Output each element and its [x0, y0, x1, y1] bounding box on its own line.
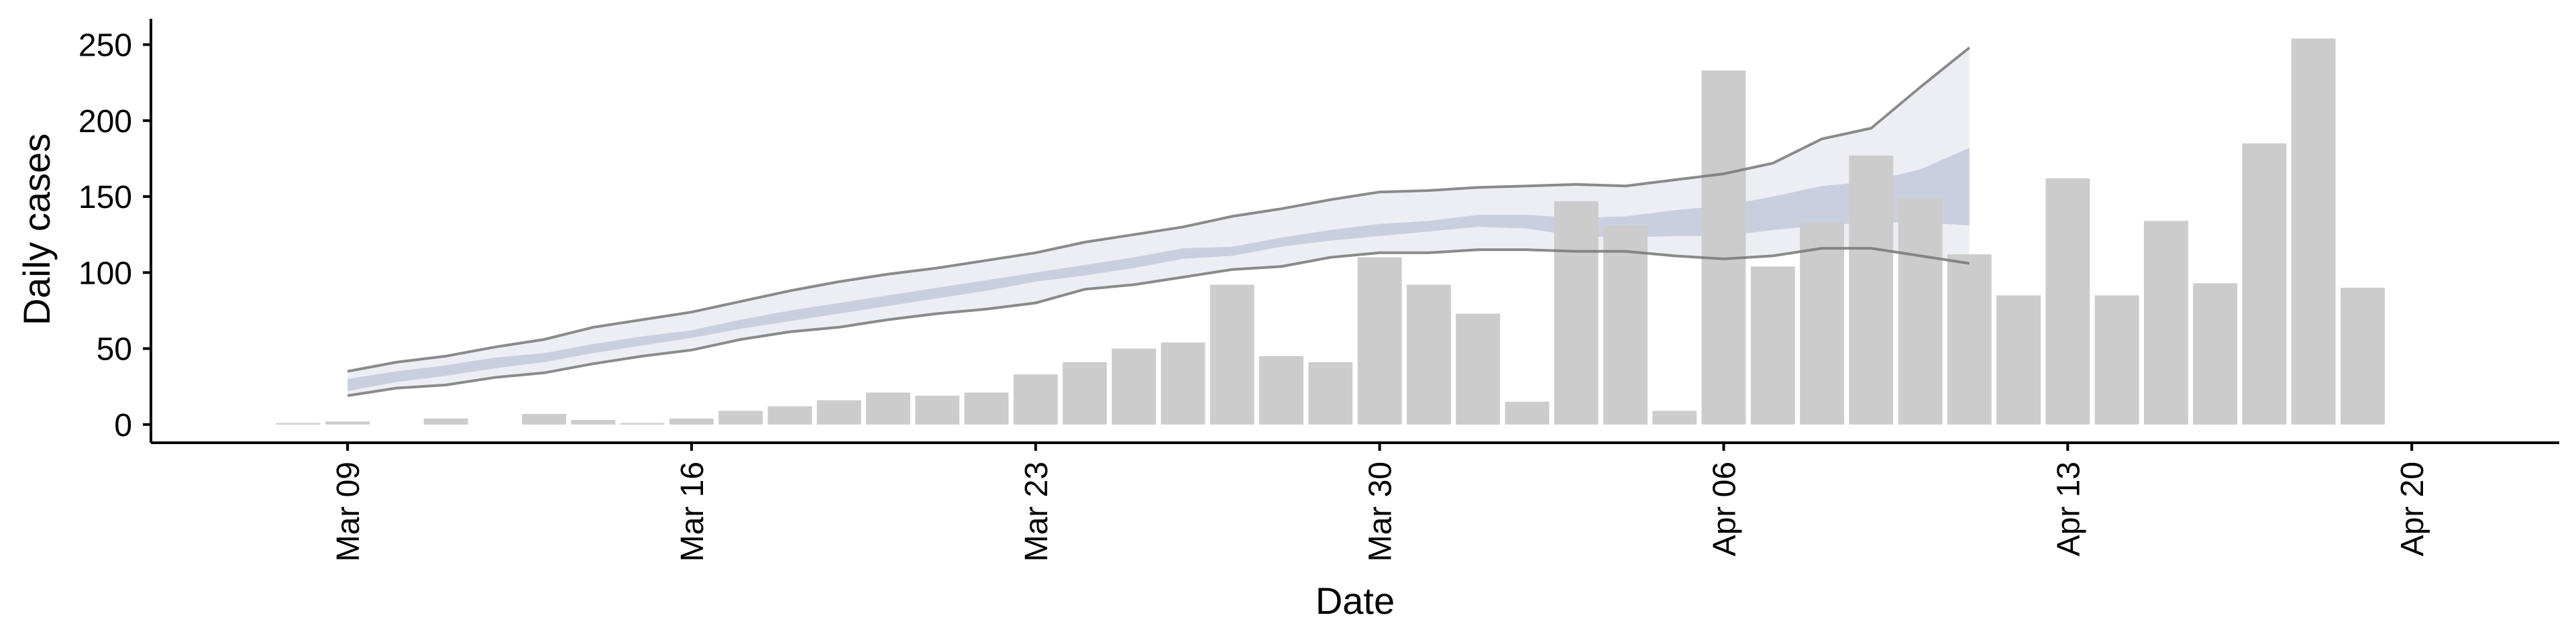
bar-2020-04-19: [2341, 287, 2385, 425]
bar-2020-04-08: [1800, 222, 1844, 425]
bar-2020-04-17: [2242, 143, 2287, 425]
bar-2020-04-04: [1603, 225, 1648, 425]
bar-2020-03-29: [1308, 362, 1353, 425]
y-tick-label-50: 50: [97, 332, 132, 368]
y-tick-label-100: 100: [78, 256, 132, 291]
bar-2020-03-08: [276, 423, 321, 425]
x-tick-label-2020-03-23: Mar 23: [1019, 462, 1055, 561]
x-axis-title: Date: [1316, 580, 1395, 622]
outer-band-area: [347, 48, 1970, 396]
bar-2020-04-15: [2143, 221, 2188, 425]
bar-2020-03-19: [816, 400, 861, 425]
bar-2020-03-18: [767, 406, 812, 425]
bar-2020-04-11: [1947, 254, 1992, 425]
x-tick-label-2020-04-20: Apr 20: [2395, 462, 2430, 556]
x-tick-label-2020-04-06: Apr 06: [1707, 462, 1743, 556]
daily-case-bars: [276, 38, 2385, 425]
bar-2020-03-24: [1063, 362, 1107, 425]
bar-2020-03-27: [1210, 284, 1254, 425]
bar-2020-04-02: [1505, 401, 1550, 425]
x-tick-label-2020-04-13: Apr 13: [2051, 462, 2086, 556]
bar-2020-03-31: [1406, 284, 1451, 425]
bar-2020-03-20: [866, 392, 910, 425]
y-tick-label-250: 250: [78, 28, 132, 64]
bar-2020-03-09: [325, 421, 370, 425]
bar-2020-04-13: [2045, 178, 2090, 425]
forecast-band-outlines: [347, 46, 1971, 397]
bar-2020-04-12: [1996, 295, 2041, 425]
bar-2020-04-01: [1456, 313, 1501, 425]
outer-band-upper-line: [347, 46, 1971, 373]
bar-2020-03-17: [718, 411, 763, 425]
bar-2020-03-28: [1259, 356, 1303, 425]
bar-2020-04-06: [1701, 70, 1746, 425]
bar-2020-03-15: [620, 423, 665, 425]
forecast-bands: [347, 48, 1970, 396]
bar-2020-03-16: [669, 418, 714, 425]
bar-2020-04-18: [2291, 38, 2336, 425]
bar-2020-03-30: [1357, 257, 1402, 425]
bar-2020-03-21: [915, 395, 960, 425]
bar-2020-03-13: [522, 414, 567, 425]
y-axis-title: Daily cases: [15, 133, 58, 325]
bar-2020-03-11: [423, 418, 468, 425]
bar-2020-03-25: [1112, 348, 1157, 425]
outer-band-lower-line: [347, 247, 1970, 397]
bar-2020-04-07: [1750, 266, 1795, 425]
bar-2020-04-05: [1652, 411, 1697, 425]
axes: [150, 19, 2559, 444]
bar-2020-03-26: [1161, 342, 1205, 425]
bar-2020-03-23: [1013, 374, 1058, 425]
bar-2020-04-09: [1849, 155, 1894, 425]
y-tick-label-150: 150: [78, 180, 132, 215]
y-tick-label-0: 0: [114, 408, 132, 443]
bar-2020-04-10: [1898, 198, 1943, 425]
x-tick-label-2020-03-30: Mar 30: [1363, 462, 1399, 561]
bar-2020-04-03: [1554, 201, 1599, 425]
y-axis-ticks: 0 50 100 150 200 250: [78, 28, 151, 443]
y-tick-label-200: 200: [78, 104, 132, 140]
x-axis-ticks: Mar 09 Mar 16 Mar 23 Mar 30 Apr 06 Apr 13 Apr …: [331, 443, 2430, 561]
x-tick-label-2020-03-09: Mar 09: [331, 462, 366, 561]
bar-2020-03-22: [964, 392, 1009, 425]
bar-2020-03-14: [571, 420, 616, 425]
bar-2020-04-16: [2193, 283, 2238, 425]
x-tick-label-2020-03-16: Mar 16: [675, 462, 710, 561]
bar-2020-04-14: [2094, 295, 2139, 425]
